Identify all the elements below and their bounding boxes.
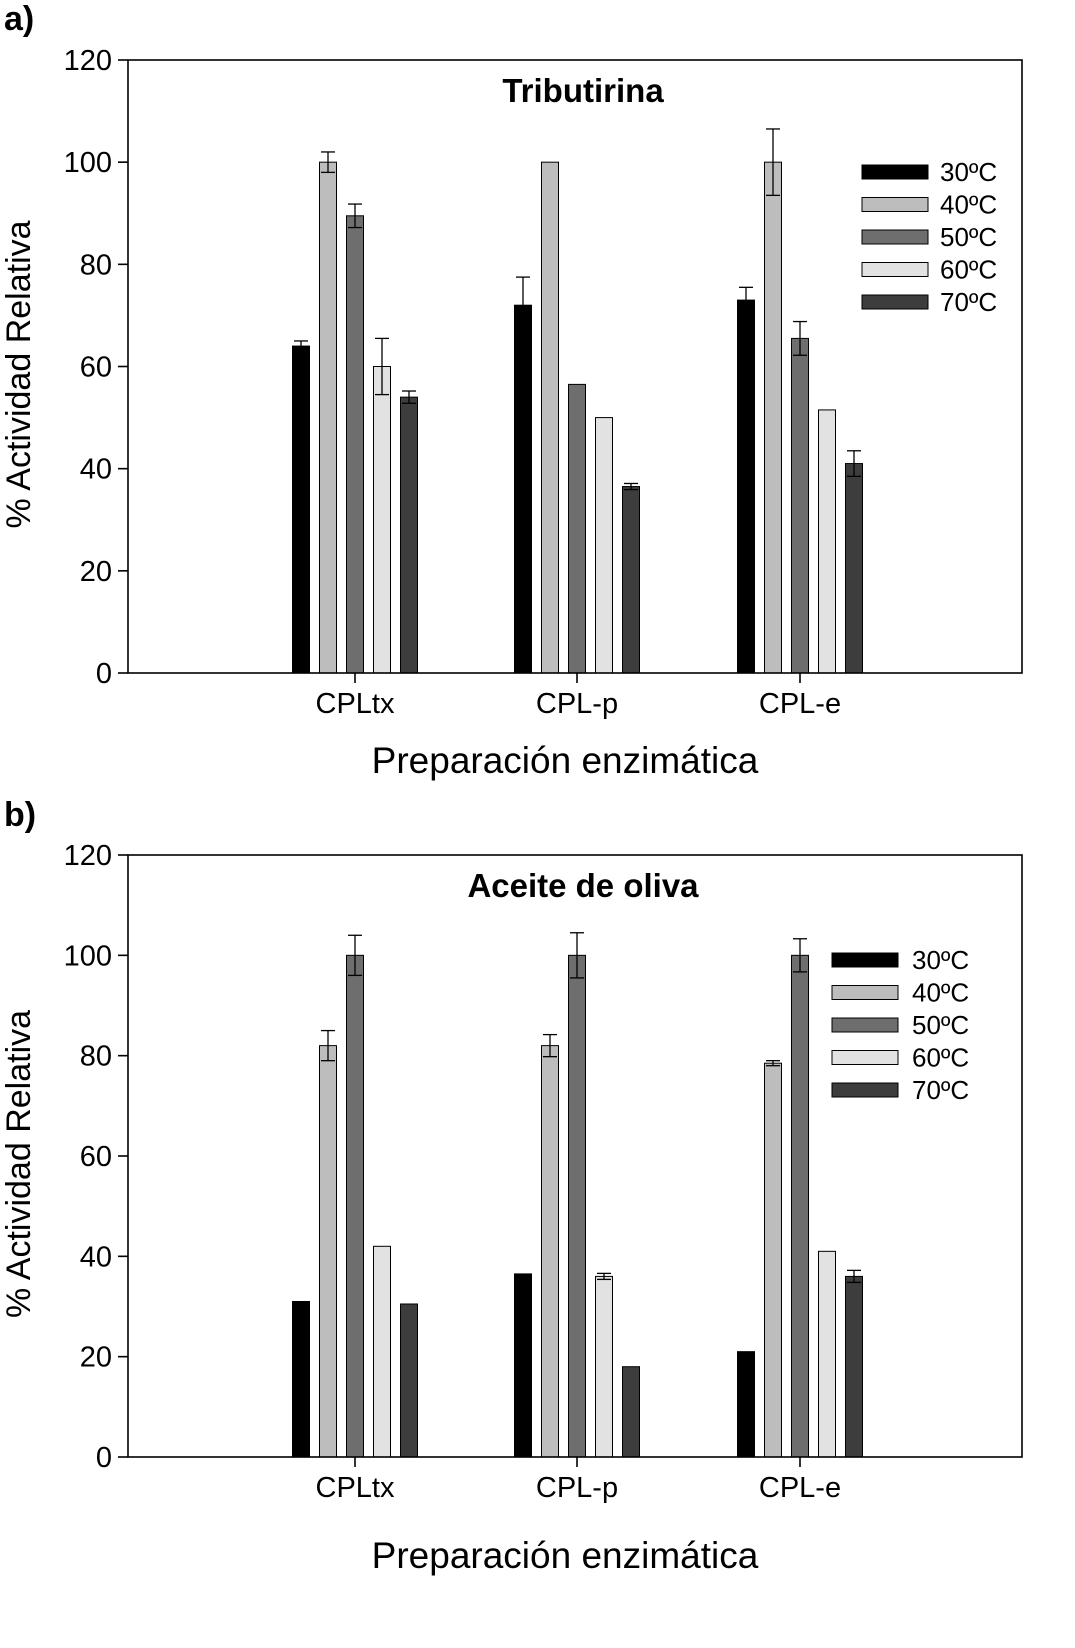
y-axis-label: % Actividad Relativa — [0, 220, 38, 528]
legend-swatch-40ºC — [831, 985, 899, 1000]
legend-label-60ºC: 60ºC — [940, 255, 997, 285]
legend-swatch-60ºC — [831, 1050, 899, 1065]
bar-30ºC-CPL-e — [737, 299, 755, 674]
bar-30ºC-CPL-p — [514, 1273, 532, 1458]
legend-swatch-70ºC — [831, 1082, 899, 1098]
legend-swatch-40ºC — [861, 197, 929, 212]
x-axis-label: Preparación enzimática — [372, 1535, 759, 1576]
bar-70ºC-CPL-p — [622, 486, 640, 674]
x-tick-label-CPLtx: CPLtx — [316, 688, 395, 720]
y-tick-label: 40 — [80, 454, 112, 486]
bar-50ºC-CPL-p — [568, 383, 586, 674]
bar-30ºC-CPL-p — [514, 304, 532, 674]
y-tick-label: 0 — [96, 1442, 112, 1474]
bar-70ºC-CPL-p — [622, 1366, 640, 1458]
bar-60ºC-CPL-p — [595, 1275, 613, 1458]
legend-label-70ºC: 70ºC — [912, 1075, 969, 1105]
x-tick-label-CPL-e: CPL-e — [759, 1472, 841, 1504]
bar-30ºC-CPLtx — [292, 345, 310, 674]
legend-label-30ºC: 30ºC — [940, 157, 997, 187]
y-tick-label: 100 — [64, 940, 112, 972]
bar-70ºC-CPL-e — [845, 463, 863, 674]
legend-label-40ºC: 40ºC — [912, 978, 969, 1008]
bar-50ºC-CPL-e — [791, 337, 809, 674]
chart-panel-a: a) Tributirina 0 20 40 60 80 100 120 CPLtx CPL-p CP… — [0, 0, 1023, 781]
legend-label-60ºC: 60ºC — [912, 1043, 969, 1073]
legend-label-50ºC: 50ºC — [940, 222, 997, 252]
y-tick-label: 20 — [80, 1342, 112, 1374]
legend-swatch-70ºC — [861, 294, 929, 310]
y-tick-label: 20 — [80, 556, 112, 588]
bar-50ºC-CPLtx — [346, 215, 364, 674]
legend-swatch-30ºC — [831, 952, 899, 968]
x-tick-label-CPL-e: CPL-e — [759, 688, 841, 720]
bar-40ºC-CPLtx — [319, 161, 337, 674]
legend-label-50ºC: 50ºC — [912, 1010, 969, 1040]
panel-label: a) — [4, 0, 34, 38]
y-tick-label: 80 — [80, 249, 112, 281]
bar-30ºC-CPLtx — [292, 1300, 310, 1458]
panel-label: b) — [4, 796, 36, 834]
y-tick-label: 80 — [80, 1041, 112, 1073]
bar-70ºC-CPLtx — [400, 1303, 418, 1458]
legend-swatch-50ºC — [831, 1017, 899, 1033]
bar-40ºC-CPL-e — [764, 161, 782, 674]
legend-swatch-50ºC — [861, 229, 929, 245]
y-tick-label: 60 — [80, 1141, 112, 1173]
bar-60ºC-CPL-e — [818, 409, 836, 674]
legend-label-30ºC: 30ºC — [912, 945, 969, 975]
bar-70ºC-CPL-e — [845, 1275, 863, 1458]
legend-label-40ºC: 40ºC — [940, 190, 997, 220]
x-tick-label-CPL-p: CPL-p — [536, 688, 618, 720]
y-tick-label: 60 — [80, 352, 112, 384]
y-tick-label: 120 — [64, 840, 112, 872]
y-axis-label: % Actividad Relativa — [0, 1010, 38, 1318]
y-tick-label: 40 — [80, 1241, 112, 1273]
bar-40ºC-CPLtx — [319, 1045, 337, 1458]
y-tick-label: 120 — [64, 45, 112, 77]
bar-60ºC-CPL-p — [595, 417, 613, 674]
x-tick-label-CPLtx: CPLtx — [316, 1472, 395, 1504]
bar-30ºC-CPL-e — [737, 1351, 755, 1458]
bar-60ºC-CPLtx — [373, 1245, 391, 1458]
bar-50ºC-CPL-p — [568, 954, 586, 1458]
legend-label-70ºC: 70ºC — [940, 287, 997, 317]
bar-40ºC-CPL-p — [541, 161, 559, 674]
legend-swatch-30ºC — [861, 164, 929, 180]
chart-panel-b: b) Aceite de oliva 0 20 40 60 80 100 120 CPLtx CPL… — [0, 796, 1023, 1576]
bar-40ºC-CPL-e — [764, 1062, 782, 1458]
legend-swatch-60ºC — [861, 262, 929, 277]
bar-60ºC-CPLtx — [373, 366, 391, 674]
x-tick-label-CPL-p: CPL-p — [536, 1472, 618, 1504]
y-tick-label: 0 — [96, 658, 112, 690]
bar-50ºC-CPL-e — [791, 954, 809, 1458]
chart-title: Tributirina — [502, 72, 664, 109]
chart-title: Aceite de oliva — [467, 867, 699, 904]
bar-50ºC-CPLtx — [346, 954, 364, 1458]
x-axis-label: Preparación enzimática — [372, 740, 759, 781]
bar-70ºC-CPLtx — [400, 396, 418, 674]
y-tick-label: 100 — [64, 147, 112, 179]
bar-40ºC-CPL-p — [541, 1045, 559, 1458]
bar-60ºC-CPL-e — [818, 1250, 836, 1458]
